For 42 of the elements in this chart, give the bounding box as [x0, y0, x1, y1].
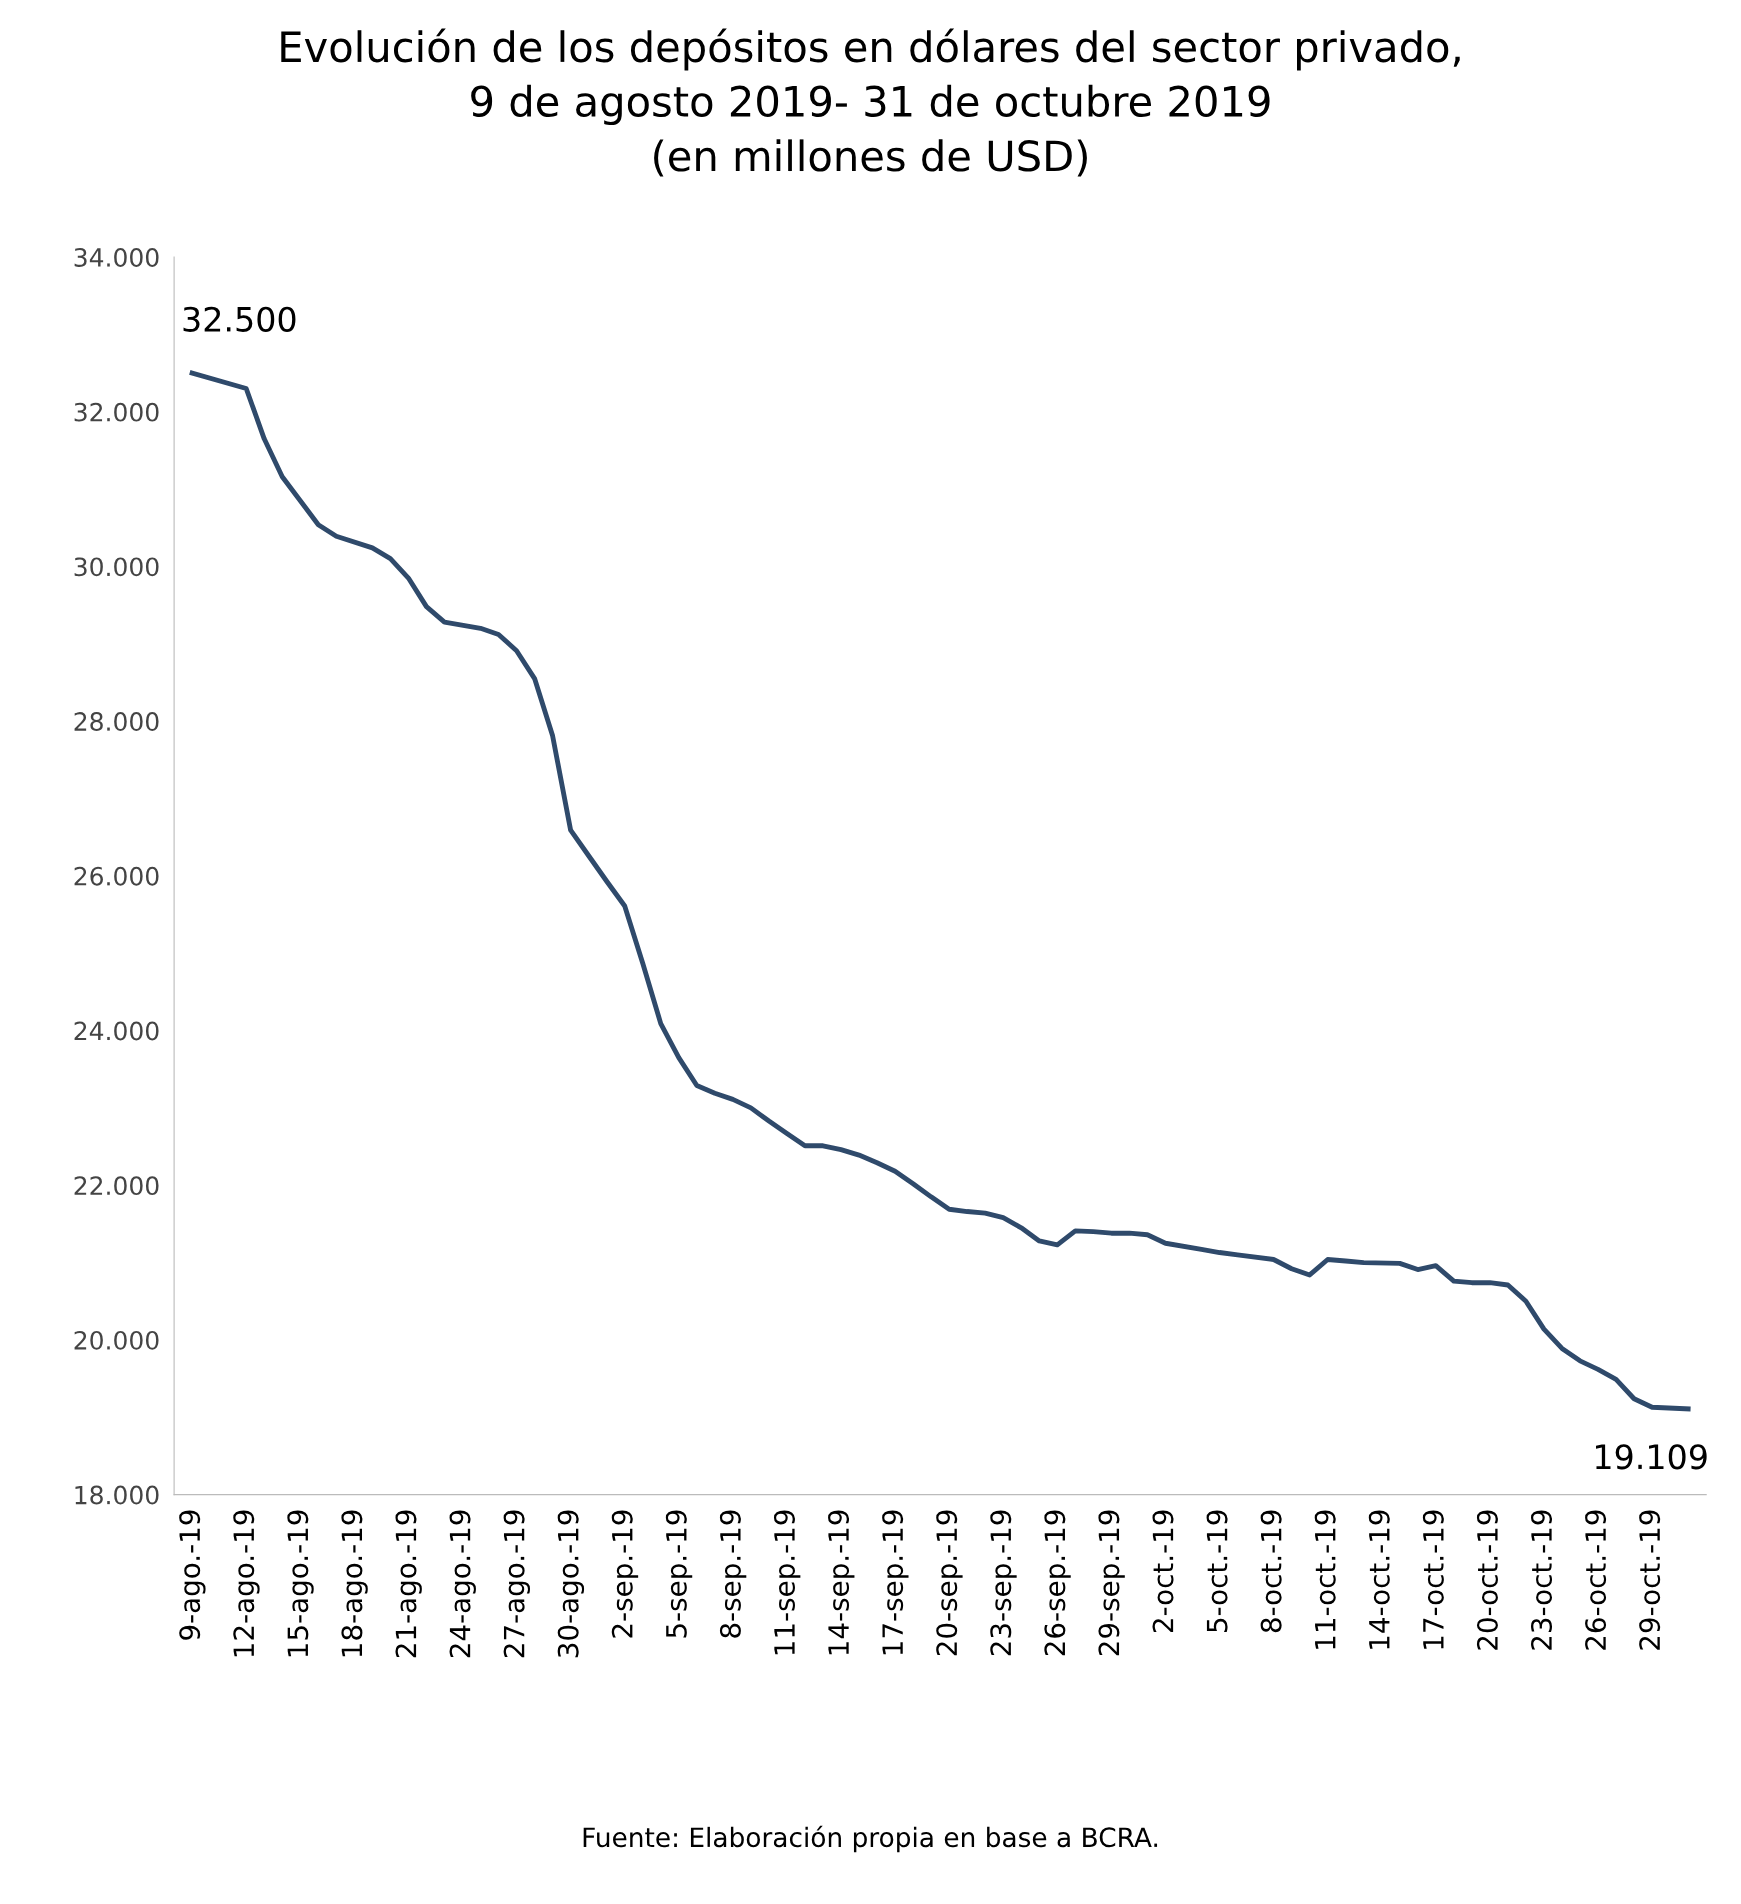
x-tick-label: 11-oct.-19	[1314, 1510, 1336, 1649]
y-tick-label: 22.000	[74, 1176, 159, 1196]
y-tick-label: 34.000	[74, 247, 159, 267]
x-tick-label: 8-sep.-19	[719, 1510, 747, 1638]
x-tick-label: 21-ago.-19	[395, 1510, 422, 1658]
x-tick-label: 27-ago.-19	[503, 1510, 531, 1658]
x-tick-label: 12-ago.-19	[233, 1510, 260, 1657]
x-tick-label: 18-ago.-19	[341, 1510, 368, 1657]
x-tick-label: 15-ago.-19	[287, 1510, 314, 1657]
annotation: 32.500	[183, 306, 296, 332]
x-tick-label: 17-sep.-19	[882, 1510, 909, 1655]
y-tick-label: 24.000	[74, 1021, 159, 1041]
y-tick-label: 30.000	[74, 557, 159, 577]
y-tick-label: 20.000	[74, 1330, 159, 1350]
x-tick-label: 14-sep.-19	[828, 1510, 855, 1655]
annotation: 19.109	[1596, 1444, 1707, 1470]
x-tick-label: 2-oct.-19	[1152, 1510, 1174, 1633]
x-tick-label: 17-oct.-19	[1422, 1510, 1444, 1649]
line-series	[189, 370, 1691, 1412]
x-tick-label: 29-sep.-19	[1098, 1510, 1125, 1656]
x-tick-label: 23-sep.-19	[990, 1510, 1017, 1656]
x-tick-label: 23-oct.-19	[1531, 1510, 1553, 1650]
x-tick-label: 20-sep.-19	[936, 1510, 963, 1656]
x-tick-label: 26-oct.-19	[1585, 1510, 1607, 1650]
x-tick-label: 30-ago.-19	[557, 1510, 585, 1658]
chart-title: Evolución de los depósitos en dólares del sector privado, 9 de agosto 2019- 31 de octubre 2019 (en millones de USD)	[281, 28, 1460, 177]
x-tick-label: 5-sep.-19	[665, 1510, 693, 1638]
y-tick-label: 26.000	[74, 866, 159, 886]
x-tick-label: 24-ago.-19	[449, 1510, 476, 1658]
x-tick-label: 5-oct.-19	[1206, 1510, 1228, 1632]
x-tick-label: 20-oct.-19	[1476, 1510, 1498, 1650]
x-tick-label: 2-sep.-19	[611, 1510, 639, 1638]
x-tick-label: 8-oct.-19	[1260, 1510, 1282, 1633]
x-tick-label: 14-oct.-19	[1368, 1510, 1390, 1649]
x-tick-label: 11-sep.-19	[773, 1510, 801, 1655]
y-tick-label: 28.000	[74, 712, 159, 731]
x-tick-label: 26-sep.-19	[1044, 1510, 1071, 1656]
y-tick-label: 18.000	[75, 1485, 159, 1505]
y-tick-label: 32.000	[74, 402, 159, 422]
x-tick-label: 9-ago.-19	[179, 1510, 206, 1640]
x-tick-label: 29-oct.-19	[1639, 1510, 1661, 1650]
source-note: Fuente: Elaboración propia en base a BCRA.	[583, 1825, 1158, 1853]
